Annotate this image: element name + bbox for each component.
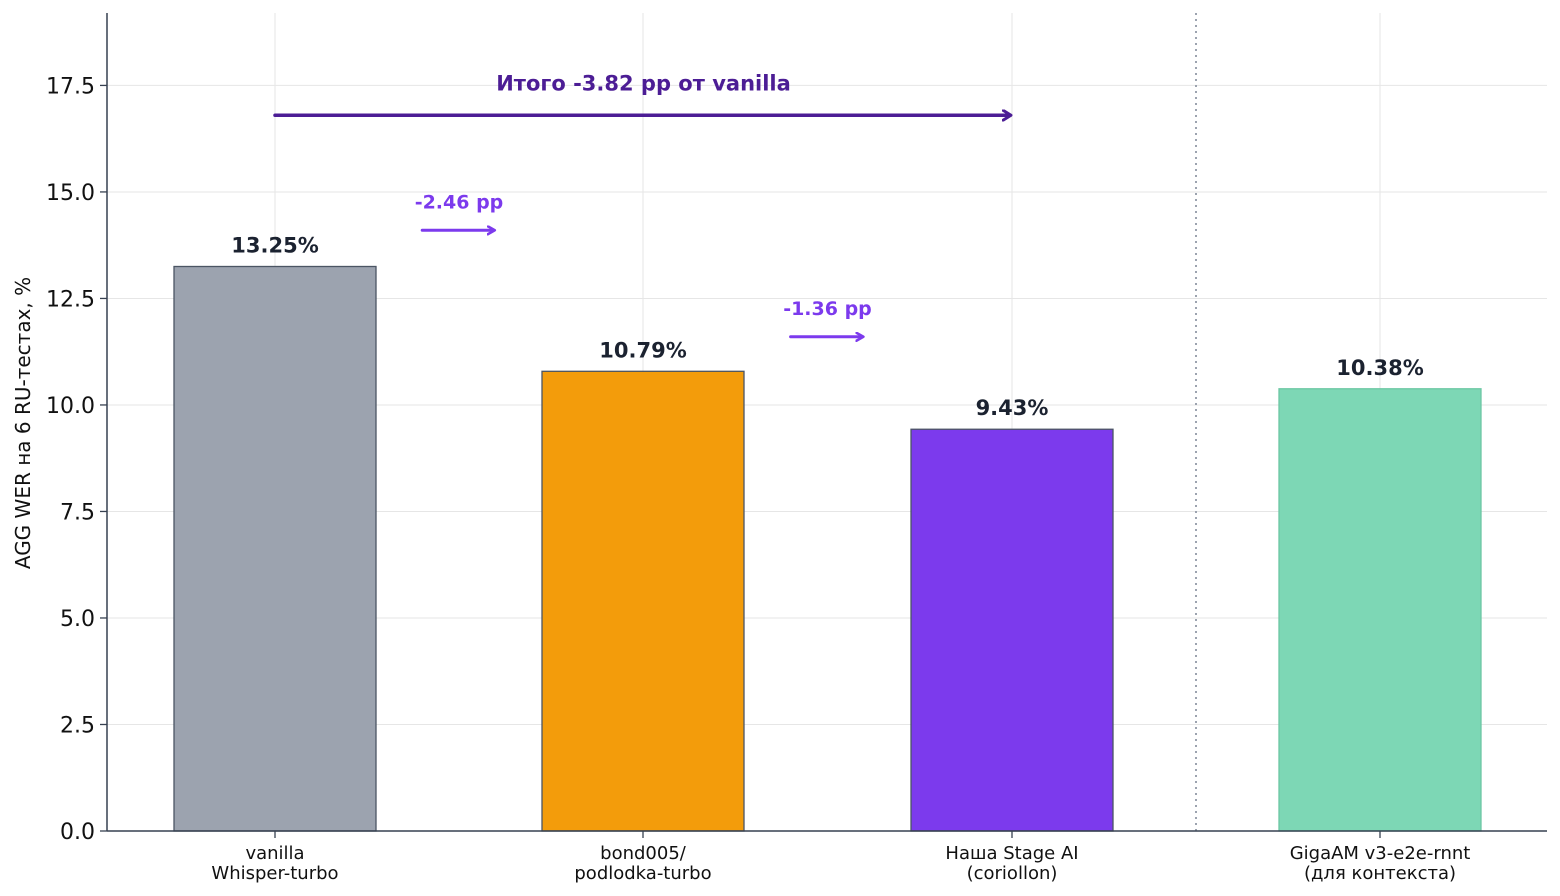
y-tick-label-4: 10.0	[46, 394, 95, 419]
annotation-label-0: -2.46 pp	[415, 191, 504, 213]
y-tick-label-6: 15.0	[46, 181, 95, 206]
x-tick-label-1-1: podlodka-turbo	[574, 863, 711, 884]
y-tick-label-5: 12.5	[46, 287, 95, 312]
annotations: -2.46 pp -1.36 pp Итого -3.82 pp от vanill…	[273, 71, 1010, 337]
annotation-label-1: -1.36 pp	[783, 298, 872, 320]
y-tick-label-7: 17.5	[46, 74, 95, 99]
y-tick-label-3: 7.5	[60, 500, 95, 525]
bar-0	[173, 265, 377, 832]
x-tick-label-3-1: (для контекста)	[1304, 863, 1456, 884]
value-label-1: 10.79%	[599, 338, 686, 362]
y-tick-label-1: 2.5	[60, 713, 95, 738]
y-tick-label-0: 0.0	[60, 820, 95, 845]
annotation-label-2: Итого -3.82 pp от vanilla	[496, 71, 791, 95]
y-tick-labels: 0.0 2.5 5.0 7.5 10.0 12.5 15.0 17.5	[46, 74, 107, 845]
axes	[106, 13, 1547, 832]
value-label-0: 13.25%	[231, 233, 318, 257]
x-tick-label-0-1: Whisper-turbo	[211, 863, 338, 884]
value-label-2: 9.43%	[976, 396, 1049, 420]
value-label-3: 10.38%	[1336, 356, 1423, 380]
x-tick-label-2-1: (coriollon)	[967, 863, 1058, 884]
bar-1	[541, 370, 745, 832]
x-tick-label-2-0: Наша Stage AI	[945, 843, 1078, 864]
y-tick-label-2: 5.0	[60, 607, 95, 632]
bar-3	[1278, 388, 1482, 832]
bar-2	[910, 428, 1114, 832]
value-labels: 13.25% 10.79% 9.43% 10.38%	[231, 233, 1423, 420]
y-axis-label: AGG WER на 6 RU-тестах, %	[11, 277, 35, 569]
bars	[173, 265, 1482, 832]
x-tick-label-3-0: GigaAM v3-e2e-rnnt	[1290, 843, 1471, 864]
x-tick-label-1-0: bond005/	[600, 843, 687, 864]
x-tick-label-0-0: vanilla	[245, 843, 304, 864]
